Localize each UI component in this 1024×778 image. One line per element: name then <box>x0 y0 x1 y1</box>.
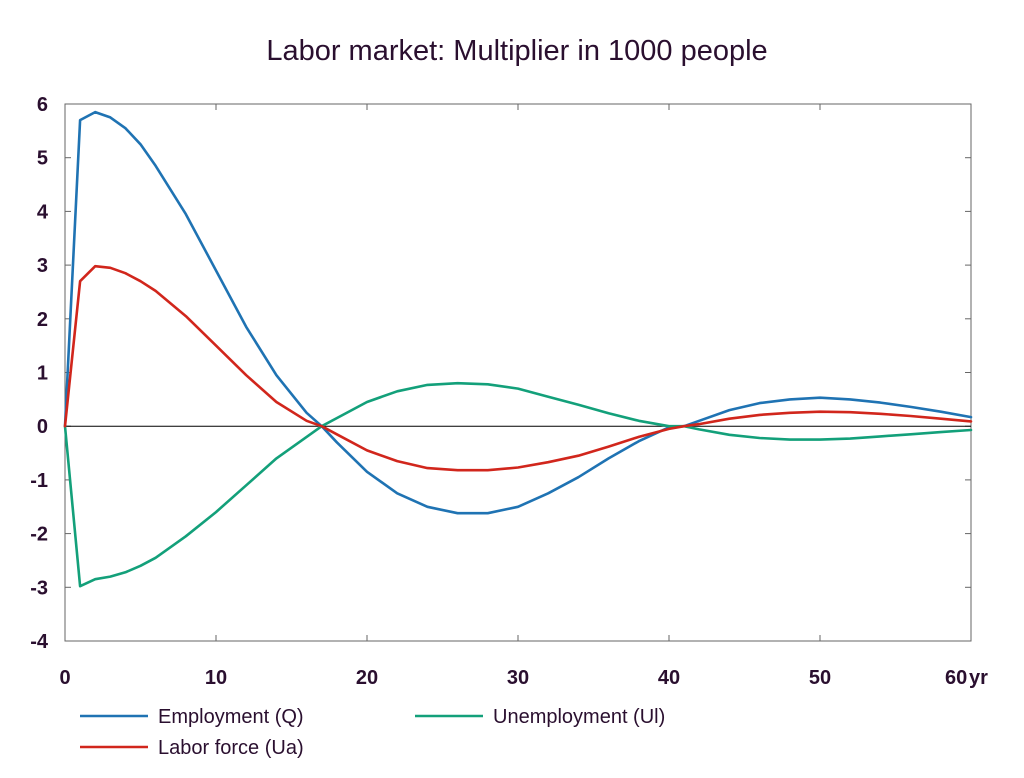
y-tick-label: 2 <box>37 309 48 331</box>
series-lines <box>63 110 973 588</box>
x-tick-label: 40 <box>658 667 680 689</box>
x-unit-label: yr <box>969 667 988 689</box>
y-tick-label: -3 <box>30 577 48 599</box>
y-tick-label: -2 <box>30 524 48 546</box>
series-line-employment-q <box>63 110 973 515</box>
y-axis: -4 -3 -2 -1 0 1 2 3 4 5 6 <box>30 94 971 653</box>
chart-title: Labor market: Multiplier in 1000 people <box>266 35 767 67</box>
y-tick-label: -4 <box>30 631 49 653</box>
series-line-labor-force-ua <box>63 264 973 472</box>
legend-label-unemployment-ul: Unemployment (Ul) <box>493 706 665 728</box>
y-tick-label: 6 <box>37 94 48 116</box>
y-tick-label: 3 <box>37 255 48 277</box>
x-tick-label: 60 <box>945 667 967 689</box>
y-tick-label: -1 <box>30 470 48 492</box>
x-tick-label: 50 <box>809 667 831 689</box>
x-tick-label: 30 <box>507 667 529 689</box>
legend-label-employment-q: Employment (Q) <box>158 706 304 728</box>
legend-label-labor-force-ua: Labor force (Ua) <box>158 737 304 759</box>
y-tick-label: 5 <box>37 148 48 170</box>
y-tick-label: 0 <box>37 416 48 438</box>
x-tick-label: 20 <box>356 667 378 689</box>
legend: Employment (Q) Unemployment (Ul) Labor for… <box>80 706 665 759</box>
plot-area <box>64 103 972 642</box>
x-tick-label: 0 <box>59 667 70 689</box>
x-axis: 0 10 20 30 40 50 60 yr <box>59 104 988 689</box>
y-tick-label: 1 <box>37 363 48 385</box>
x-tick-label: 10 <box>205 667 227 689</box>
series-line-unemployment-ul <box>63 381 973 588</box>
y-tick-label: 4 <box>37 201 49 223</box>
